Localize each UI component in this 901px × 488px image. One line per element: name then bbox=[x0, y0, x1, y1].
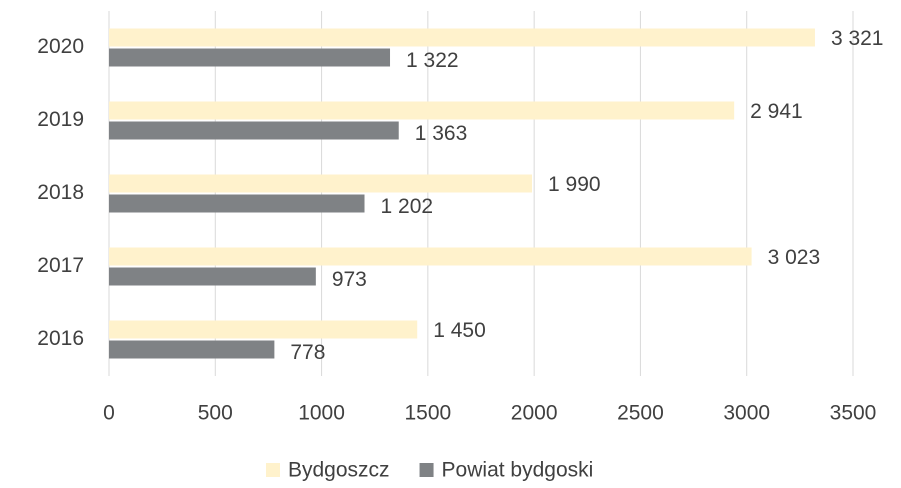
data-label: 1 363 bbox=[415, 122, 468, 145]
data-label: 3 321 bbox=[831, 27, 884, 50]
x-tick-label: 1500 bbox=[404, 402, 451, 425]
legend-swatch bbox=[419, 463, 434, 477]
data-label: 1 322 bbox=[406, 49, 459, 72]
bar bbox=[109, 48, 391, 67]
bar bbox=[109, 101, 735, 120]
x-tick-label: 500 bbox=[198, 402, 233, 425]
x-tick-label: 2000 bbox=[511, 402, 558, 425]
y-tick-label: 2017 bbox=[37, 254, 84, 277]
data-label: 1 990 bbox=[548, 173, 601, 196]
x-tick-label: 3500 bbox=[830, 402, 877, 425]
data-label: 1 202 bbox=[381, 195, 434, 218]
data-label: 2 941 bbox=[750, 100, 803, 123]
legend-swatch bbox=[266, 463, 280, 477]
bar bbox=[109, 340, 275, 359]
y-tick-label: 2016 bbox=[37, 327, 84, 350]
bar bbox=[109, 267, 316, 286]
y-tick-label: 2019 bbox=[37, 108, 84, 131]
x-tick-label: 2500 bbox=[617, 402, 664, 425]
bar bbox=[109, 121, 399, 140]
data-label: 3 023 bbox=[768, 246, 821, 269]
legend-label: Powiat bydgoski bbox=[442, 459, 594, 482]
data-label: 973 bbox=[332, 268, 367, 291]
y-tick-label: 2018 bbox=[37, 181, 84, 204]
x-tick-label: 0 bbox=[103, 402, 115, 425]
bar bbox=[109, 28, 815, 47]
bar bbox=[109, 194, 365, 213]
x-tick-label: 3000 bbox=[723, 402, 770, 425]
bar bbox=[109, 174, 533, 193]
legend-label: Bydgoszcz bbox=[288, 459, 390, 482]
y-tick-label: 2020 bbox=[37, 35, 84, 58]
bar bbox=[109, 320, 418, 339]
data-label: 1 450 bbox=[433, 319, 486, 342]
x-tick-label: 1000 bbox=[298, 402, 345, 425]
data-label: 778 bbox=[290, 341, 325, 364]
bar bbox=[109, 247, 752, 266]
